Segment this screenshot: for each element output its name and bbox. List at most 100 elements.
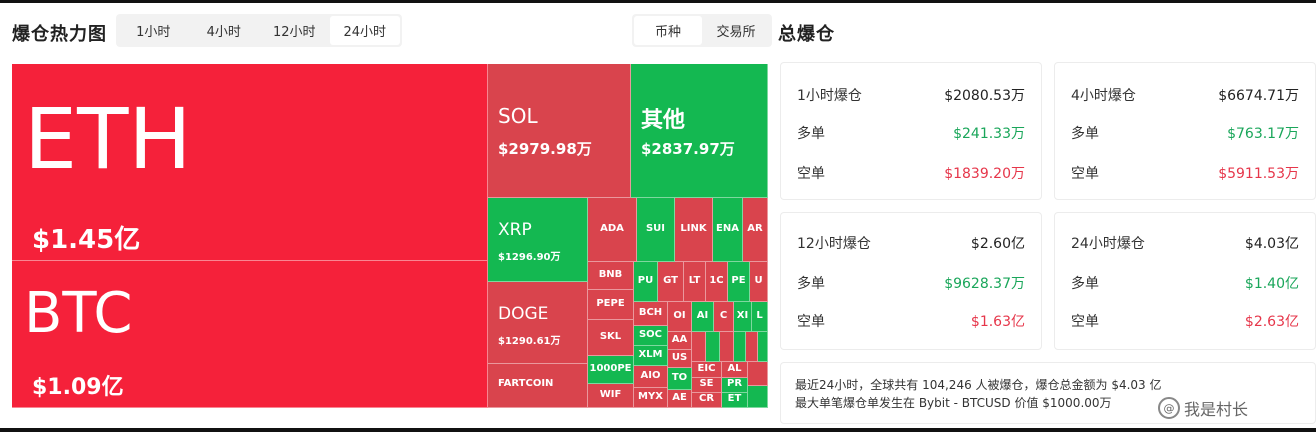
tile-pr[interactable]: PR xyxy=(722,378,748,393)
long-label: 多单 xyxy=(1071,276,1099,292)
tile-btc[interactable]: BTC $1.09亿 xyxy=(12,261,488,408)
watermark-text: 我是村长 xyxy=(1184,400,1249,419)
tile-myx[interactable]: MYX xyxy=(634,388,668,408)
long-value: $1.40亿 xyxy=(1244,276,1299,292)
tile-eic[interactable]: EIC xyxy=(692,362,722,378)
tile-l[interactable]: L xyxy=(752,302,768,332)
liquidation-treemap: ETH $1.45亿 BTC $1.09亿 SOL $2979.98万 其他 $… xyxy=(12,64,768,408)
tile-symbol: AL xyxy=(727,362,742,374)
tile-mini-b[interactable] xyxy=(706,332,720,362)
tile-sui[interactable]: SUI xyxy=(637,198,675,262)
card-24h: 24小时爆仓 $4.03亿 多单 $1.40亿 空单 $2.63亿 xyxy=(1054,212,1316,350)
tile-mini-d[interactable] xyxy=(734,332,746,362)
tile-symbol: TO xyxy=(671,371,688,383)
tile-oi[interactable]: OI xyxy=(668,302,692,332)
tile-cr[interactable]: CR xyxy=(692,393,722,408)
tile-symbol: PEPE xyxy=(596,297,625,309)
tile-symbol: PU xyxy=(637,274,654,286)
tile-pepe[interactable]: PEPE xyxy=(588,290,634,320)
liquidation-summary: 最近24小时，全球共有 104,246 人被爆仓，爆仓总金额为 $4.03 亿 … xyxy=(780,362,1316,424)
tile-symbol: 其他 xyxy=(641,108,686,133)
tile-c[interactable]: C xyxy=(714,302,734,332)
tile-sol[interactable]: SOL $2979.98万 xyxy=(488,64,631,198)
tile-ai[interactable]: AI xyxy=(692,302,714,332)
tile-1c[interactable]: 1C xyxy=(706,262,728,302)
card-head-value: $2.60亿 xyxy=(970,236,1025,252)
tile-mini-e[interactable] xyxy=(746,332,758,362)
tab-by-exchange[interactable]: 交易所 xyxy=(716,25,756,40)
tile-pu[interactable]: PU xyxy=(634,262,658,302)
tile-link[interactable]: LINK xyxy=(675,198,713,262)
tab-4h[interactable]: 4小时 xyxy=(206,25,241,40)
watermark: @ 我是村长 xyxy=(1158,396,1248,420)
tile-value: $1.45亿 xyxy=(32,225,141,255)
tile-wif[interactable]: WIF xyxy=(588,384,634,408)
tile-symbol: L xyxy=(756,309,763,321)
tile-eth[interactable]: ETH $1.45亿 xyxy=(12,64,488,261)
short-label: 空单 xyxy=(1071,314,1099,330)
tile-xrp[interactable]: XRP $1296.90万 xyxy=(488,198,588,282)
tile-symbol: LT xyxy=(688,274,701,286)
tab-by-coin[interactable]: 币种 xyxy=(634,16,702,45)
summary-line-1: 最近24小时，全球共有 104,246 人被爆仓，爆仓总金额为 $4.03 亿 xyxy=(795,378,1162,392)
tile-value: $1296.90万 xyxy=(498,252,561,263)
tile-mini-c[interactable] xyxy=(720,332,734,362)
tile-mini-h[interactable] xyxy=(748,386,768,408)
summary-line-2: 最大单笔爆仓单发生在 Bybit - BTCUSD 价值 $1000.00万 xyxy=(795,396,1112,410)
card-head-label: 12小时爆仓 xyxy=(797,236,871,252)
tile-bnb[interactable]: BNB xyxy=(588,262,634,290)
tile-se[interactable]: SE xyxy=(692,378,722,393)
tile-ar[interactable]: AR xyxy=(743,198,768,262)
tile-others[interactable]: 其他 $2837.97万 xyxy=(631,64,768,198)
top-frame-border xyxy=(0,0,1316,3)
long-label: 多单 xyxy=(1071,126,1099,142)
tile-ae[interactable]: AE xyxy=(668,390,692,408)
tile-gt[interactable]: GT xyxy=(658,262,684,302)
tile-symbol: 1C xyxy=(709,274,724,286)
tile-u[interactable]: U xyxy=(750,262,768,302)
card-12h: 12小时爆仓 $2.60亿 多单 $9628.37万 空单 $1.63亿 xyxy=(780,212,1042,350)
short-label: 空单 xyxy=(797,166,825,182)
watermark-logo-icon: @ xyxy=(1158,397,1180,419)
tile-symbol: U xyxy=(754,274,763,286)
card-head-label: 24小时爆仓 xyxy=(1071,236,1145,252)
tile-mini-f[interactable] xyxy=(758,332,768,362)
tab-24h[interactable]: 24小时 xyxy=(329,16,400,45)
tile-al[interactable]: AL xyxy=(722,362,748,378)
tile-ada[interactable]: ADA xyxy=(588,198,637,262)
tile-skl[interactable]: SKL xyxy=(588,320,634,356)
time-range-tabs: 1小时 4小时 12小时 24小时 xyxy=(116,14,402,47)
card-4h: 4小时爆仓 $6674.71万 多单 $763.17万 空单 $5911.53万 xyxy=(1054,62,1316,200)
heatmap-title: 爆仓热力图 xyxy=(12,24,107,45)
tab-1h[interactable]: 1小时 xyxy=(136,25,171,40)
tile-symbol: AIO xyxy=(640,369,661,381)
long-value: $763.17万 xyxy=(1227,126,1299,142)
tile-lt[interactable]: LT xyxy=(684,262,706,302)
short-value: $5911.53万 xyxy=(1218,166,1299,182)
tile-symbol: WIF xyxy=(599,388,622,400)
tile-aa[interactable]: AA xyxy=(668,332,692,350)
tile-xlm[interactable]: XLM xyxy=(634,346,668,366)
tile-to[interactable]: TO xyxy=(668,368,692,390)
tile-1000pepe[interactable]: 1000PE xyxy=(588,356,634,384)
tile-et[interactable]: ET xyxy=(722,393,748,408)
long-label: 多单 xyxy=(797,126,825,142)
tab-12h[interactable]: 12小时 xyxy=(272,25,316,40)
tile-xi[interactable]: XI xyxy=(734,302,752,332)
tile-us[interactable]: US xyxy=(668,350,692,368)
tile-doge[interactable]: DOGE $1290.61万 xyxy=(488,282,588,364)
short-value: $1839.20万 xyxy=(944,166,1025,182)
tile-soc[interactable]: SOC xyxy=(634,326,668,346)
tile-symbol: ETH xyxy=(24,90,192,188)
tile-fartcoin[interactable]: FARTCOIN xyxy=(488,364,588,408)
tile-ena[interactable]: ENA xyxy=(713,198,743,262)
tile-symbol: EIC xyxy=(697,362,716,374)
tile-bch[interactable]: BCH xyxy=(634,302,668,326)
bottom-frame-border xyxy=(0,428,1316,432)
tile-mini-a[interactable] xyxy=(692,332,706,362)
tile-aio[interactable]: AIO xyxy=(634,366,668,388)
short-value: $1.63亿 xyxy=(970,314,1025,330)
tile-mini-g[interactable] xyxy=(748,362,768,386)
short-label: 空单 xyxy=(797,314,825,330)
tile-pe[interactable]: PE xyxy=(728,262,750,302)
